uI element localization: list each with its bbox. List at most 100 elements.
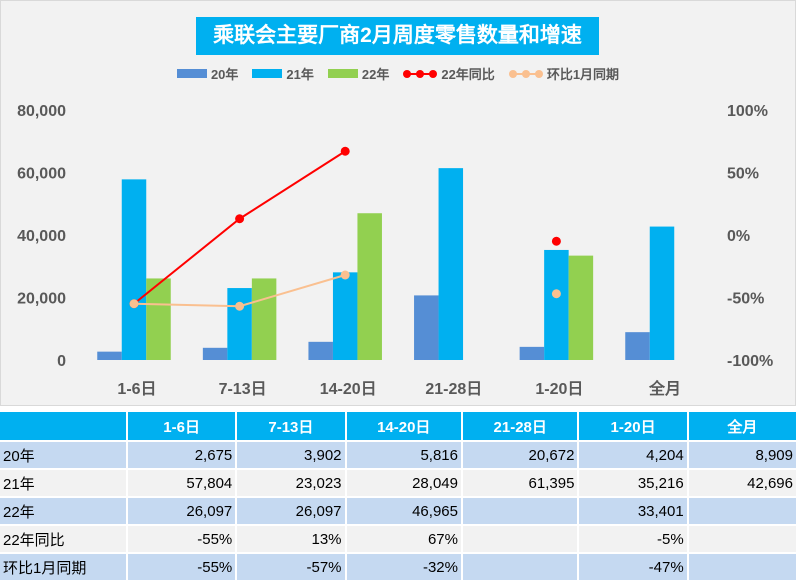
category-label: 全月 <box>648 379 681 398</box>
legend-swatch <box>176 69 207 78</box>
left-axis-tick: 40,000 <box>17 228 66 245</box>
table-cell: 26,097 <box>237 498 345 524</box>
table-cell <box>462 526 578 552</box>
column-header: 7-13日 <box>237 412 345 440</box>
legend-label: 20年 <box>210 67 239 82</box>
right-axis-tick: 0% <box>727 228 750 245</box>
chart-title: 乘联会主要厂商2月周度零售数量和增速 <box>196 17 599 55</box>
point-环比1月同期 <box>235 301 245 311</box>
table-row: 22年同比 -55% 13% 67% -5% <box>0 526 796 552</box>
legend-line-marker-icon <box>508 69 543 78</box>
table-row: 21年 57,804 23,023 28,049 61,395 35,216 42,696 <box>0 470 796 496</box>
row-label: 20年 <box>0 442 126 468</box>
table-cell: 23,023 <box>237 470 345 496</box>
point-22年同比 <box>551 236 561 246</box>
table-cell <box>462 554 578 580</box>
table-cell: 35,216 <box>579 470 687 496</box>
row-label: 22年 <box>0 498 126 524</box>
table-cell: 20,672 <box>462 442 578 468</box>
data-table: 1-6日 7-13日 14-20日 21-28日 1-20日 全月 20年 2,675 3,9… <box>0 410 796 582</box>
legend-label: 环比1月同期 <box>546 67 620 82</box>
table-cell: 2,675 <box>128 442 236 468</box>
right-axis-tick: 100% <box>727 103 768 120</box>
table-cell <box>688 498 796 524</box>
point-环比1月同期 <box>129 299 139 309</box>
table-cell <box>688 526 796 552</box>
point-22年同比 <box>340 146 350 156</box>
bar-21年 <box>438 168 464 360</box>
table-row: 20年 2,675 3,902 5,816 20,672 4,204 8,909 <box>0 442 796 468</box>
point-环比1月同期 <box>551 289 561 299</box>
table-row: 22年 26,097 26,097 46,965 33,401 <box>0 498 796 524</box>
table-cell: 46,965 <box>346 498 461 524</box>
legend-swatch <box>252 69 283 78</box>
row-label: 22年同比 <box>0 526 126 552</box>
legend-item: 环比1月同期 <box>508 64 620 83</box>
table-header-row: 1-6日 7-13日 14-20日 21-28日 1-20日 全月 <box>0 412 796 440</box>
table-cell: 67% <box>346 526 461 552</box>
legend-item: 21年 <box>252 64 314 83</box>
category-label: 1-6日 <box>117 380 156 398</box>
bar-21年 <box>649 226 675 360</box>
category-label: 14-20日 <box>320 380 377 398</box>
bar-21年 <box>332 272 358 360</box>
right-axis-tick: 50% <box>727 166 759 183</box>
bar-22年 <box>568 255 594 360</box>
legend-item: 22年同比 <box>403 64 495 83</box>
legend-item: 20年 <box>176 64 239 83</box>
table-cell: -55% <box>128 554 236 580</box>
table-cell: 42,696 <box>688 470 796 496</box>
table-cell <box>462 498 578 524</box>
legend: 20年 21年 22年 22年同比 环比1月同期 <box>0 64 796 83</box>
right-axis-tick: -50% <box>727 291 764 308</box>
table-cell: 5,816 <box>346 442 461 468</box>
legend-line-marker-icon <box>403 69 438 78</box>
row-label: 21年 <box>0 470 126 496</box>
column-header: 1-6日 <box>128 412 236 440</box>
bar-20年 <box>202 347 228 360</box>
right-axis-tick: -100% <box>727 353 773 370</box>
category-label: 1-20日 <box>535 380 583 398</box>
table-cell: 57,804 <box>128 470 236 496</box>
legend-item: 22年 <box>327 64 390 83</box>
column-header: 14-20日 <box>346 412 461 440</box>
bar-21年 <box>544 249 569 360</box>
category-label: 21-28日 <box>425 380 482 398</box>
table-cell: 26,097 <box>128 498 236 524</box>
table-cell: -32% <box>346 554 461 580</box>
table-cell: 13% <box>237 526 345 552</box>
category-label: 7-13日 <box>219 380 267 398</box>
table-cell <box>688 554 796 580</box>
bar-20年 <box>97 351 122 360</box>
table-cell: 61,395 <box>462 470 578 496</box>
table-cell: 28,049 <box>346 470 461 496</box>
left-axis-tick: 80,000 <box>17 103 66 120</box>
table-row: 环比1月同期 -55% -57% -32% -47% <box>0 554 796 580</box>
bar-21年 <box>227 288 252 360</box>
point-22年同比 <box>235 214 245 224</box>
bar-22年 <box>357 213 382 360</box>
bar-20年 <box>414 295 439 360</box>
legend-label: 21年 <box>286 67 314 82</box>
column-header: 1-20日 <box>579 412 687 440</box>
table-cell: -57% <box>237 554 345 580</box>
column-header <box>0 412 126 440</box>
legend-label: 22年 <box>361 67 390 82</box>
table-cell: 4,204 <box>579 442 687 468</box>
bar-22年 <box>146 278 171 360</box>
table-cell: -5% <box>579 526 687 552</box>
table-cell: 8,909 <box>688 442 796 468</box>
left-axis-tick: 20,000 <box>17 291 66 308</box>
bar-20年 <box>625 332 650 360</box>
table-cell: -55% <box>128 526 236 552</box>
bar-21年 <box>121 179 147 360</box>
bar-20年 <box>519 346 545 360</box>
point-环比1月同期 <box>340 270 350 280</box>
left-axis-tick: 60,000 <box>17 166 66 183</box>
table-cell: -47% <box>579 554 687 580</box>
left-axis-tick: 0 <box>57 353 66 370</box>
column-header: 全月 <box>688 412 796 440</box>
table-cell: 33,401 <box>579 498 687 524</box>
legend-swatch <box>327 69 358 78</box>
column-header: 21-28日 <box>462 412 578 440</box>
